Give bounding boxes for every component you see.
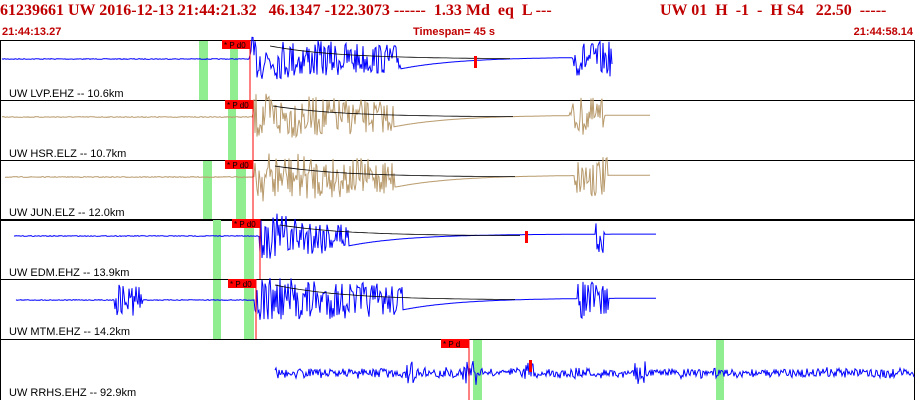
- panel-border-lvp: [0, 40, 915, 101]
- coda-curve-jun: [274, 165, 515, 178]
- window-band-edm-1: [244, 220, 254, 279]
- channel-label-lvp: UW LVP.EHZ -- 10.6km: [9, 88, 124, 100]
- magnitude: 1.33 Md: [433, 2, 490, 19]
- depth-dashes: ------: [393, 2, 426, 19]
- phase-marker-lvp: [474, 56, 477, 68]
- event-review-info: UW 01 H -1 - H S4 22.50 -----: [660, 2, 887, 19]
- window-band-edm-0: [213, 220, 221, 279]
- panel-border-mtm: [0, 279, 915, 340]
- window-band-hsr-0: [228, 101, 236, 160]
- event-summary-line: 61239661 UW 2016-12-13 21:44:21.32 46.13…: [0, 2, 552, 20]
- trace-mtm: [15, 278, 656, 320]
- pick-flag-mtm: [228, 279, 256, 288]
- trace-rrhs: [274, 360, 915, 385]
- event-type: eq: [497, 2, 514, 19]
- pick-label-jun: * P d0: [227, 161, 249, 170]
- window-band-jun-1: [236, 161, 246, 220]
- pick-label-edm: * P d0: [234, 220, 256, 229]
- pick-label-mtm: * P d0: [230, 280, 252, 289]
- trace-hsr: [1, 93, 650, 139]
- window-band-lvp-1: [230, 41, 238, 100]
- pick-label-lvp: * P d0: [224, 41, 246, 50]
- location-flag: L ---: [521, 2, 552, 19]
- window-band-mtm-0: [213, 280, 221, 339]
- channel-label-hsr: UW HSR.ELZ -- 10.7km: [9, 148, 127, 160]
- pick-flag-edm: [232, 219, 260, 228]
- panel-border-edm: [0, 219, 915, 280]
- latitude: 46.1347: [268, 2, 321, 19]
- network-code: UW: [68, 2, 96, 19]
- event-datetime: 2016-12-13 21:44:21.32: [99, 2, 257, 19]
- window-band-rrhs-0: [473, 340, 482, 400]
- pick-label-hsr: * P d0: [227, 101, 249, 110]
- longitude: -122.3073: [324, 2, 390, 19]
- pick-flag-jun: [225, 160, 253, 169]
- event-header: 61239661 UW 2016-12-13 21:44:21.32 46.13…: [0, 0, 916, 40]
- panel-border-jun: [0, 160, 915, 221]
- trace-jun: [4, 153, 650, 202]
- channel-label-mtm: UW MTM.EHZ -- 14.2km: [9, 326, 130, 338]
- pick-flag-rrhs: [441, 339, 469, 348]
- phase-marker-edm: [525, 231, 528, 243]
- window-band-rrhs-1: [716, 340, 724, 400]
- timespan-label: Timespan= 45 s: [413, 26, 496, 38]
- pick-flag-hsr: [225, 100, 253, 109]
- pick-label-rrhs: * P d: [443, 340, 460, 349]
- coda-curve-mtm: [274, 284, 515, 300]
- window-band-jun-0: [203, 161, 212, 220]
- channel-label-edm: UW EDM.EHZ -- 13.9km: [9, 267, 130, 279]
- pick-flag-lvp: [222, 40, 250, 49]
- event-id: 61239661: [0, 2, 64, 19]
- coda-curve-edm: [279, 224, 520, 237]
- trace-lvp: [1, 36, 613, 80]
- start-time: 21:44:13.27: [2, 26, 62, 38]
- trace-edm: [13, 213, 656, 259]
- channel-label-jun: UW JUN.ELZ -- 12.0km: [9, 207, 125, 219]
- end-time: 21:44:58.14: [853, 26, 913, 38]
- window-band-mtm-1: [244, 280, 254, 339]
- phase-marker-rrhs: [529, 360, 532, 372]
- window-band-lvp-0: [199, 41, 208, 100]
- channel-label-rrhs: UW RRHS.EHZ -- 92.9km: [9, 387, 137, 399]
- coda-curve-hsr: [272, 105, 513, 117]
- panel-border-hsr: [0, 100, 915, 161]
- coda-curve-lvp: [269, 45, 510, 59]
